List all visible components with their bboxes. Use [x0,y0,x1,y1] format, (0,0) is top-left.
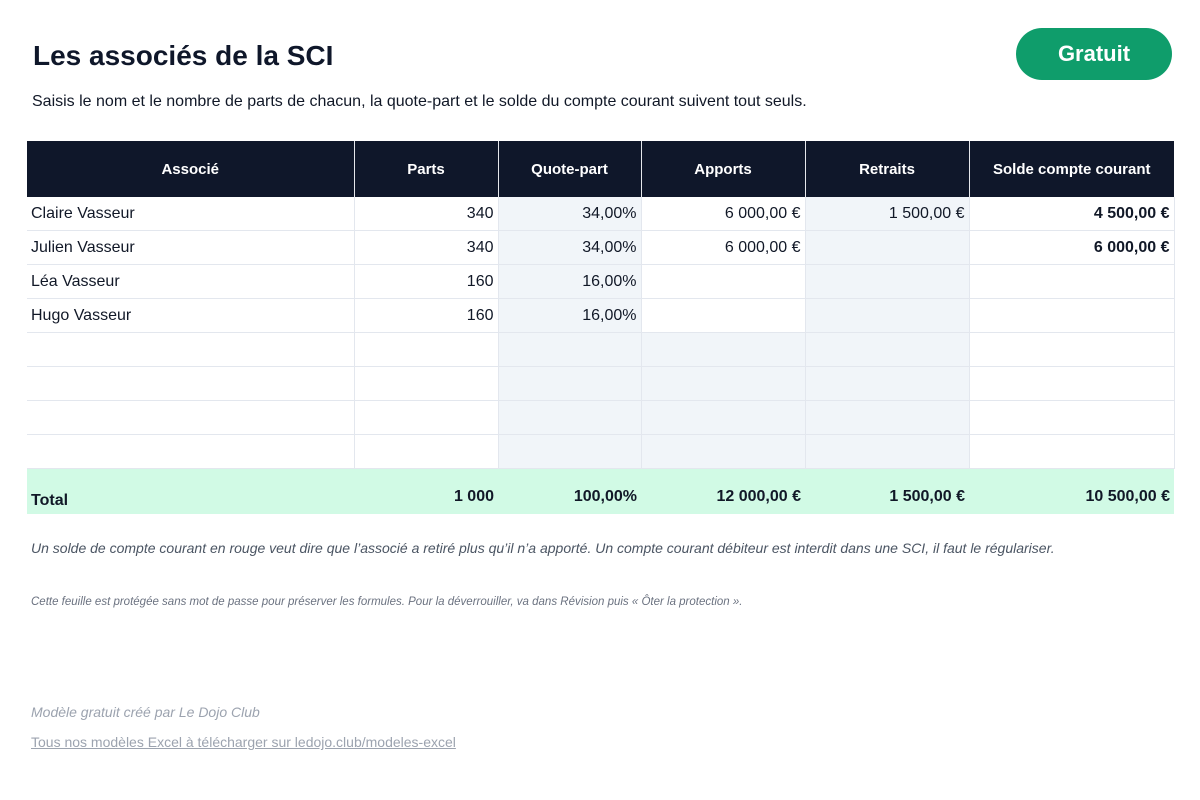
associates-table: Associé Parts Quote-part Apports Retrait… [27,141,1175,514]
cell-retraits[interactable] [805,230,970,265]
cell-quote-part [498,434,642,469]
cell-apports[interactable] [641,332,806,367]
credit-text: Modèle gratuit créé par Le Dojo Club [31,704,260,720]
page-title: Les associés de la SCI [33,40,334,71]
cell-quote-part: 34,00% [498,230,642,265]
cell-parts[interactable]: 340 [354,230,499,265]
table-row [27,434,1175,469]
cell-quote-part: 16,00% [498,298,642,333]
page-subtitle: Saisis le nom et le nombre de parts de c… [32,93,807,110]
cell-parts[interactable]: 340 [354,197,499,231]
cell-apports[interactable] [641,434,806,469]
cell-parts[interactable]: 160 [354,298,499,333]
total-apports: 12 000,00 € [641,468,805,514]
table-row [27,332,1175,367]
cell-retraits[interactable] [805,264,970,299]
cell-quote-part [498,332,642,367]
free-badge: Gratuit [1016,28,1172,80]
cell-apports[interactable] [641,298,806,333]
protection-note: Cette feuille est protégée sans mot de p… [31,596,743,608]
cell-apports[interactable]: 6 000,00 € [641,230,806,265]
templates-link[interactable]: Tous nos modèles Excel à télécharger sur… [31,734,456,750]
total-label: Total [27,468,354,514]
table-row: Julien Vasseur 340 34,00% 6 000,00 € 6 0… [27,230,1175,265]
cell-retraits[interactable] [805,400,970,435]
table-row: Claire Vasseur 340 34,00% 6 000,00 € 1 5… [27,197,1175,231]
table-header-row: Associé Parts Quote-part Apports Retrait… [27,141,1174,197]
cell-solde [969,434,1175,469]
cell-parts[interactable] [354,366,499,401]
table-row [27,366,1175,401]
cell-retraits[interactable] [805,332,970,367]
cell-associe[interactable]: Hugo Vasseur [27,298,355,333]
cell-retraits[interactable] [805,366,970,401]
cell-solde [969,332,1175,367]
column-header-associe: Associé [27,141,355,197]
cell-solde [969,264,1175,299]
cell-associe[interactable] [27,332,355,367]
cell-solde: 4 500,00 € [969,197,1175,231]
cell-quote-part [498,366,642,401]
table-row: Hugo Vasseur 160 16,00% [27,298,1175,333]
column-header-retraits: Retraits [805,141,970,197]
total-solde: 10 500,00 € [969,468,1174,514]
cell-solde [969,366,1175,401]
cell-solde [969,298,1175,333]
column-header-parts: Parts [354,141,499,197]
cell-solde: 6 000,00 € [969,230,1175,265]
cell-retraits[interactable]: 1 500,00 € [805,197,970,231]
cell-parts[interactable] [354,400,499,435]
cell-associe[interactable]: Léa Vasseur [27,264,355,299]
total-row: Total 1 000 100,00% 12 000,00 € 1 500,00… [27,468,1174,514]
column-header-quote-part: Quote-part [498,141,642,197]
cell-associe[interactable] [27,366,355,401]
table-row: Léa Vasseur 160 16,00% [27,264,1175,299]
cell-quote-part [498,400,642,435]
cell-retraits[interactable] [805,434,970,469]
cell-apports[interactable] [641,366,806,401]
total-retraits: 1 500,00 € [805,468,969,514]
cell-apports[interactable] [641,400,806,435]
cell-parts[interactable] [354,434,499,469]
total-parts: 1 000 [354,468,498,514]
cell-quote-part: 16,00% [498,264,642,299]
cell-apports[interactable] [641,264,806,299]
cell-associe[interactable] [27,400,355,435]
table-row [27,400,1175,435]
cell-associe[interactable] [27,434,355,469]
cell-parts[interactable]: 160 [354,264,499,299]
cell-parts[interactable] [354,332,499,367]
cell-associe[interactable]: Julien Vasseur [27,230,355,265]
cell-associe[interactable]: Claire Vasseur [27,197,355,231]
cell-apports[interactable]: 6 000,00 € [641,197,806,231]
red-balance-note: Un solde de compte courant en rouge veut… [31,540,1055,556]
total-quote-part: 100,00% [498,468,641,514]
cell-solde [969,400,1175,435]
column-header-apports: Apports [641,141,806,197]
cell-retraits[interactable] [805,298,970,333]
column-header-solde: Solde compte courant [969,141,1174,197]
cell-quote-part: 34,00% [498,197,642,231]
